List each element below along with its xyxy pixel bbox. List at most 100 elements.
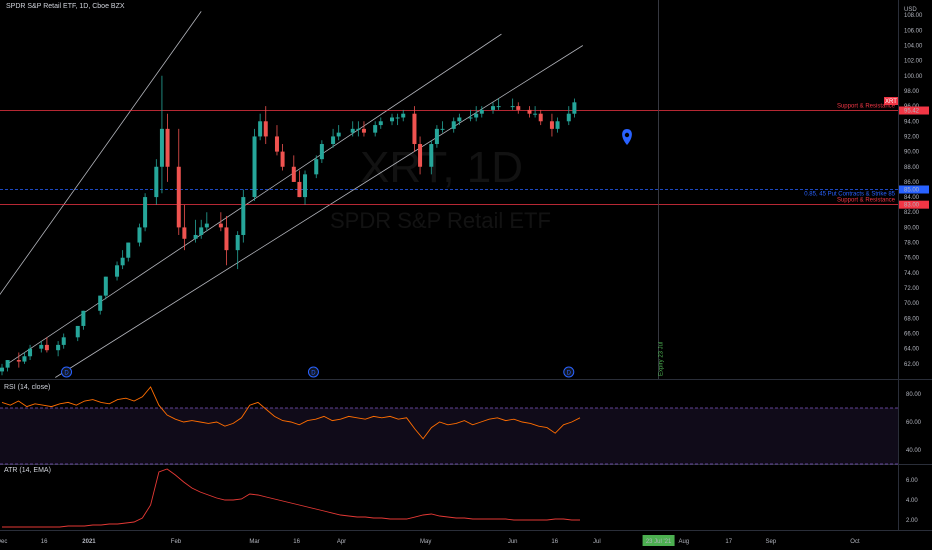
time-tick-label: 16 — [41, 539, 48, 545]
price-tick-label: 90.00 — [904, 150, 920, 156]
dividend-marker-icon — [563, 366, 575, 378]
candle-body — [496, 106, 501, 108]
dividend-marker-icon — [61, 366, 73, 378]
price-tick-label: 70.00 — [904, 301, 920, 307]
time-tick-label: Jun — [508, 539, 518, 545]
dividend-marker-label: D — [567, 371, 572, 377]
candle-body — [468, 117, 473, 119]
time-tick-label: May — [420, 539, 431, 545]
candle-body — [566, 113, 571, 122]
candle-body — [440, 128, 445, 130]
atr-tick-label: 2.00 — [906, 518, 918, 524]
symbol-tag-bg — [884, 97, 898, 105]
candle-body — [22, 356, 27, 362]
dividend-marker-label: D — [311, 371, 316, 377]
candle-body — [572, 102, 577, 114]
rsi-line — [1, 386, 581, 440]
candle-body — [120, 257, 125, 266]
candle-body — [115, 265, 120, 277]
candle-body — [303, 174, 308, 198]
candle-body — [336, 132, 341, 137]
candle-body — [258, 121, 263, 137]
candle-body — [555, 121, 560, 129]
symbol-tag: XRT — [885, 99, 897, 105]
price-axis-currency: USD — [904, 7, 917, 13]
candle-body — [451, 121, 456, 129]
candle-body — [56, 344, 61, 351]
candle-body — [143, 197, 148, 228]
candle-body — [434, 128, 439, 145]
candle-body — [16, 360, 21, 362]
atr-line — [2, 468, 580, 528]
candle-body — [126, 242, 131, 258]
candle-body — [361, 128, 366, 133]
time-tick-label: Sep — [765, 539, 776, 545]
price-tick-label: 86.00 — [904, 180, 920, 186]
candle-body — [75, 325, 80, 338]
candle-body — [412, 113, 417, 145]
candle-body — [252, 136, 257, 198]
candle-body — [176, 166, 181, 228]
candle-body — [165, 128, 170, 167]
time-highlight-bg — [642, 535, 675, 546]
time-tick-label: 2021 — [82, 539, 96, 545]
put-price-tag: 85.00 — [904, 188, 920, 194]
candle-body — [314, 159, 319, 175]
candle-body — [182, 227, 187, 239]
put-price-tag-bg — [899, 185, 929, 194]
time-tick-label: 23 Jul '21 — [646, 539, 672, 545]
price-tick-label: 68.00 — [904, 316, 920, 322]
price-tick-label: 88.00 — [904, 165, 920, 171]
time-tick-label: Jul — [593, 539, 601, 545]
expiry-label: Expiry 23 Jul — [659, 342, 665, 376]
candle-body — [39, 344, 44, 349]
candle-body — [297, 181, 302, 198]
candle-body — [81, 310, 86, 326]
candle-body — [204, 223, 209, 228]
candle-body — [159, 128, 164, 167]
sr-price-tag-bg — [899, 200, 929, 209]
candle-body — [5, 360, 10, 368]
symbol-title: SPDR S&P Retail ETF, 1D, Cboe BZX — [6, 3, 125, 10]
put-contracts-label: 0.85, 45 Put Contracts & Strike 85 — [804, 192, 895, 198]
candle-body — [516, 106, 521, 110]
rsi-tick-label: 60.00 — [906, 420, 922, 426]
map-pin-icon-hole — [624, 132, 630, 138]
time-tick-label: Apr — [337, 539, 346, 545]
candle-body — [274, 136, 279, 152]
candle-body — [61, 337, 66, 345]
price-tick-label: 94.00 — [904, 119, 920, 125]
price-tick-label: 106.00 — [904, 28, 923, 34]
candle-body — [429, 144, 434, 167]
candle-body — [241, 197, 246, 235]
candle-body — [291, 166, 296, 182]
candle-body — [193, 234, 198, 239]
watermark-name: SPDR S&P Retail ETF — [330, 208, 551, 233]
price-tick-label: 82.00 — [904, 210, 920, 216]
candle-body — [538, 113, 543, 122]
time-tick-label: Feb — [171, 539, 182, 545]
candle-body — [549, 121, 554, 129]
candle-body — [103, 276, 108, 296]
time-tick-label: 16 — [293, 539, 300, 545]
candle-body — [154, 166, 159, 198]
price-tick-label: 76.00 — [904, 256, 920, 262]
time-tick-label: 16 — [551, 539, 558, 545]
candle-body — [457, 117, 462, 122]
sr-price-tag-bg — [899, 106, 929, 115]
time-tick-label: Mar — [249, 539, 259, 545]
candle-body — [510, 106, 515, 108]
channel-line — [0, 11, 202, 296]
candle-body — [235, 234, 240, 251]
watermark-ticker: XRT, 1D — [360, 143, 523, 192]
time-tick-label: 17 — [725, 539, 732, 545]
sr-price-tag: 83.00 — [904, 203, 920, 209]
price-tick-label: 92.00 — [904, 134, 920, 140]
price-tick-label: 98.00 — [904, 89, 920, 95]
price-tick-label: 100.00 — [904, 74, 923, 80]
atr-tick-label: 6.00 — [906, 478, 918, 484]
candle-body — [401, 113, 406, 118]
candle-body — [395, 117, 400, 119]
price-tick-label: 66.00 — [904, 332, 920, 338]
